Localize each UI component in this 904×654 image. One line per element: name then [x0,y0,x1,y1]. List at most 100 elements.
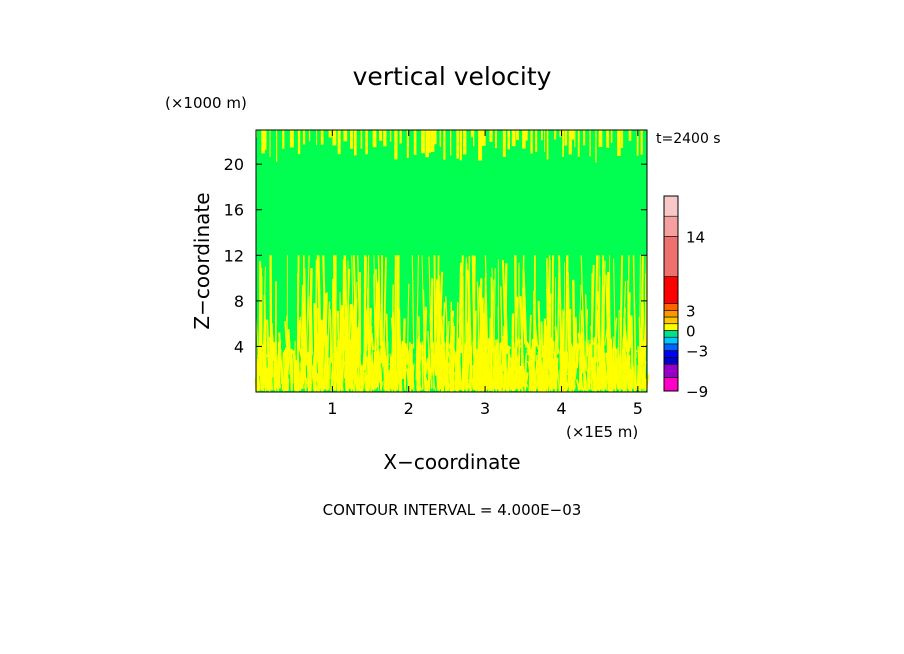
updraft-streak [393,265,397,362]
updraft-streak [628,382,632,390]
updraft-streak [626,358,629,392]
updraft-finger [598,130,603,147]
colorbar-tick-label: 14 [686,228,705,246]
time-label: t=2400 s [656,131,721,147]
updraft-streak [452,326,455,353]
updraft-finger [456,130,460,159]
updraft-streak [540,321,544,358]
updraft-streak [366,327,369,351]
y-tick-label: 12 [224,246,244,265]
updraft-finger [337,130,341,155]
updraft-streak [263,342,267,389]
y-unit-label: (×1000 m) [165,94,247,112]
updraft-streak [303,268,307,360]
y-tick-label: 20 [224,155,244,174]
updraft-streak [599,361,604,389]
colorbar-level [663,236,679,277]
updraft-streak [371,356,375,390]
colorbar-tick-label: −9 [686,383,708,401]
updraft-streak [449,310,455,349]
updraft-streak [317,384,322,393]
updraft-finger [628,130,632,141]
updraft-streak [510,384,513,391]
updraft-streak [349,349,353,391]
colorbar-level [663,377,679,392]
updraft-streak [517,352,521,390]
updraft-streak [261,381,265,389]
updraft-streak [549,382,553,392]
updraft-streak [384,359,389,391]
updraft-streak [629,368,632,392]
updraft-finger [406,130,409,158]
updraft-streak [612,347,616,390]
updraft-finger [462,130,467,155]
updraft-streak [341,353,344,390]
updraft-finger [562,130,564,157]
y-axis-label: Z−coordinate [190,192,214,329]
updraft-streak [494,361,499,389]
updraft-streak [587,343,591,392]
updraft-streak [357,255,361,345]
updraft-streak [399,340,404,389]
updraft-streak [341,271,346,349]
colorbar-level [663,343,679,351]
updraft-streak [625,352,628,389]
updraft-streak [564,365,568,390]
colorbar-tick-label: −3 [686,343,708,361]
updraft-streak [311,374,315,391]
colorbar-level [663,195,679,217]
updraft-streak [377,348,381,391]
updraft-streak [383,346,387,391]
updraft-streak [618,354,621,390]
updraft-streak [275,354,279,389]
updraft-streak [526,345,530,356]
updraft-streak [404,347,408,391]
updraft-streak [564,255,569,380]
updraft-streak [445,296,449,350]
updraft-streak [502,345,507,390]
updraft-streak [456,345,460,390]
updraft-streak [442,348,445,391]
updraft-streak [577,333,582,354]
updraft-finger [507,130,510,150]
updraft-finger [559,130,562,138]
updraft-finger [574,130,576,148]
updraft-streak [454,372,458,390]
updraft-streak [521,360,526,390]
updraft-finger [554,130,557,140]
colorbar-level [663,276,679,304]
updraft-streak [305,255,310,352]
updraft-streak [321,297,326,371]
updraft-streak [462,343,466,392]
updraft-streak [478,351,483,391]
updraft-streak [407,366,411,391]
updraft-streak [493,268,496,353]
updraft-streak [618,365,620,390]
updraft-streak [623,340,627,373]
updraft-finger [428,130,431,153]
updraft-finger [583,130,586,146]
updraft-finger [589,130,591,157]
updraft-streak [584,374,587,391]
updraft-streak [412,364,415,392]
updraft-streak [406,283,410,356]
updraft-streak [548,370,551,392]
updraft-streak [588,360,591,389]
updraft-streak [300,355,304,389]
updraft-finger [320,130,324,145]
updraft-streak [631,370,634,390]
updraft-streak [286,378,290,392]
updraft-finger [394,130,398,160]
updraft-finger [522,130,526,149]
updraft-streak [482,355,486,392]
updraft-streak [606,375,610,392]
updraft-streak [299,316,303,366]
updraft-streak [295,360,300,391]
updraft-streak [591,365,595,389]
updraft-finger [439,130,442,147]
updraft-finger [544,130,546,152]
updraft-finger [640,130,643,155]
colorbar-level [663,215,679,237]
updraft-finger [636,130,639,156]
updraft-streak [387,370,391,392]
